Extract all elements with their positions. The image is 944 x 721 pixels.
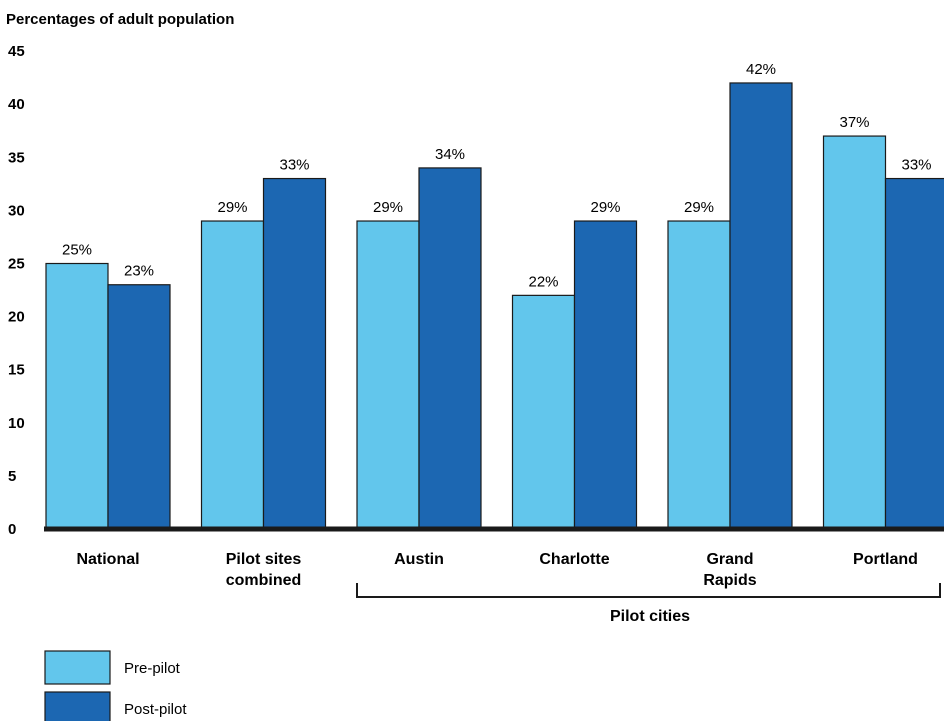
pre-pilot-bar xyxy=(356,220,420,530)
y-tick-label: 20 xyxy=(8,309,25,326)
data-label: 23% xyxy=(124,263,154,280)
pilot-cities-bracket: Pilot cities xyxy=(356,583,941,625)
y-tick-label: 30 xyxy=(8,202,25,219)
y-tick-label: 5 xyxy=(8,468,16,485)
category-label: combined xyxy=(226,572,302,589)
y-tick-label: 10 xyxy=(8,415,25,432)
pre-pilot-bar xyxy=(45,262,109,530)
category-label: Pilot sites xyxy=(226,551,302,568)
data-labels: 25% 23% 29% 33% 29% 34% 22% 29% 29% 42% 37% 33% xyxy=(62,61,932,290)
x-axis-categories: National Pilot sites combined Austin Charlot… xyxy=(76,551,918,589)
data-label: 25% xyxy=(62,242,92,259)
data-label: 29% xyxy=(373,199,403,216)
y-axis-ticks: 0 5 10 15 20 25 30 35 40 45 xyxy=(8,43,25,538)
pre-pilot-bar xyxy=(822,135,887,530)
post-pilot-swatch xyxy=(44,691,111,721)
category-label: Grand xyxy=(706,551,753,568)
legend: Pre-pilot Post-pilot xyxy=(44,650,187,721)
data-label: 22% xyxy=(528,273,558,290)
data-label: 37% xyxy=(839,114,869,131)
post-pilot-bar xyxy=(573,220,638,530)
bracket-line xyxy=(356,583,941,598)
data-label: 29% xyxy=(684,199,714,216)
pre-pilot-bar xyxy=(200,220,265,530)
y-tick-label: 25 xyxy=(8,256,25,273)
bars xyxy=(45,82,944,530)
pre-pilot-bar xyxy=(511,294,576,530)
data-label: 29% xyxy=(217,199,247,216)
data-label: 33% xyxy=(279,157,309,174)
y-tick-label: 0 xyxy=(8,521,16,538)
post-pilot-bar xyxy=(107,284,171,530)
post-pilot-bar xyxy=(884,177,944,530)
group-label: Pilot cities xyxy=(610,608,690,625)
y-tick-label: 15 xyxy=(8,362,25,379)
post-pilot-bar xyxy=(418,167,482,530)
pre-pilot-bar xyxy=(667,220,731,530)
y-axis-title: Percentages of adult population xyxy=(6,11,234,28)
category-label: Rapids xyxy=(703,572,756,589)
legend-label: Post-pilot xyxy=(124,701,187,718)
category-label: Austin xyxy=(394,551,444,568)
data-label: 33% xyxy=(901,157,931,174)
legend-label: Pre-pilot xyxy=(124,660,181,677)
y-tick-label: 45 xyxy=(8,43,25,60)
category-label: Charlotte xyxy=(539,551,609,568)
category-label: Portland xyxy=(853,551,918,568)
post-pilot-bar xyxy=(262,177,327,530)
data-label: 29% xyxy=(590,199,620,216)
pre-pilot-swatch xyxy=(44,650,111,685)
y-tick-label: 35 xyxy=(8,149,25,166)
data-label: 42% xyxy=(746,61,776,78)
category-label: National xyxy=(76,551,139,568)
post-pilot-bar xyxy=(729,82,793,530)
data-label: 34% xyxy=(435,146,465,163)
y-tick-label: 40 xyxy=(8,96,25,113)
